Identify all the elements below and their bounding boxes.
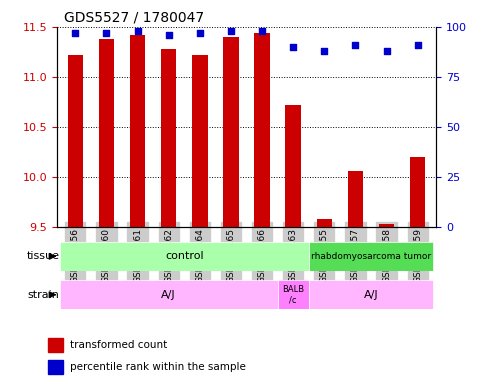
Point: [227, 28, 235, 34]
Point: [383, 48, 390, 54]
Text: control: control: [165, 251, 204, 262]
Bar: [60, 242, 309, 271]
Bar: [130, 35, 145, 227]
Text: A/J: A/J: [364, 290, 378, 300]
Text: A/J: A/J: [161, 290, 176, 300]
Text: strain: strain: [27, 290, 59, 300]
Point: [289, 44, 297, 50]
Text: GDS5527 / 1780047: GDS5527 / 1780047: [64, 10, 205, 24]
Text: BALB
/c: BALB /c: [282, 285, 304, 305]
Bar: [48, 338, 63, 352]
Bar: [99, 39, 114, 227]
Point: [196, 30, 204, 36]
Bar: [317, 218, 332, 227]
Bar: [48, 360, 63, 374]
Bar: [161, 49, 176, 227]
Point: [165, 32, 173, 38]
Point: [320, 48, 328, 54]
Bar: [278, 280, 309, 309]
Text: transformed count: transformed count: [70, 340, 167, 350]
Text: rhabdomyosarcoma tumor: rhabdomyosarcoma tumor: [311, 252, 431, 261]
Text: percentile rank within the sample: percentile rank within the sample: [70, 362, 246, 372]
Point: [414, 42, 422, 48]
Bar: [379, 223, 394, 227]
Bar: [309, 242, 433, 271]
Bar: [192, 55, 208, 227]
Bar: [60, 280, 278, 309]
Point: [352, 42, 359, 48]
Point: [71, 30, 79, 36]
Bar: [309, 280, 433, 309]
Bar: [223, 37, 239, 227]
Bar: [348, 170, 363, 227]
Point: [258, 28, 266, 34]
Bar: [68, 55, 83, 227]
Text: tissue: tissue: [27, 251, 60, 262]
Bar: [410, 157, 425, 227]
Bar: [285, 105, 301, 227]
Point: [134, 28, 141, 34]
Bar: [254, 33, 270, 227]
Point: [103, 30, 110, 36]
